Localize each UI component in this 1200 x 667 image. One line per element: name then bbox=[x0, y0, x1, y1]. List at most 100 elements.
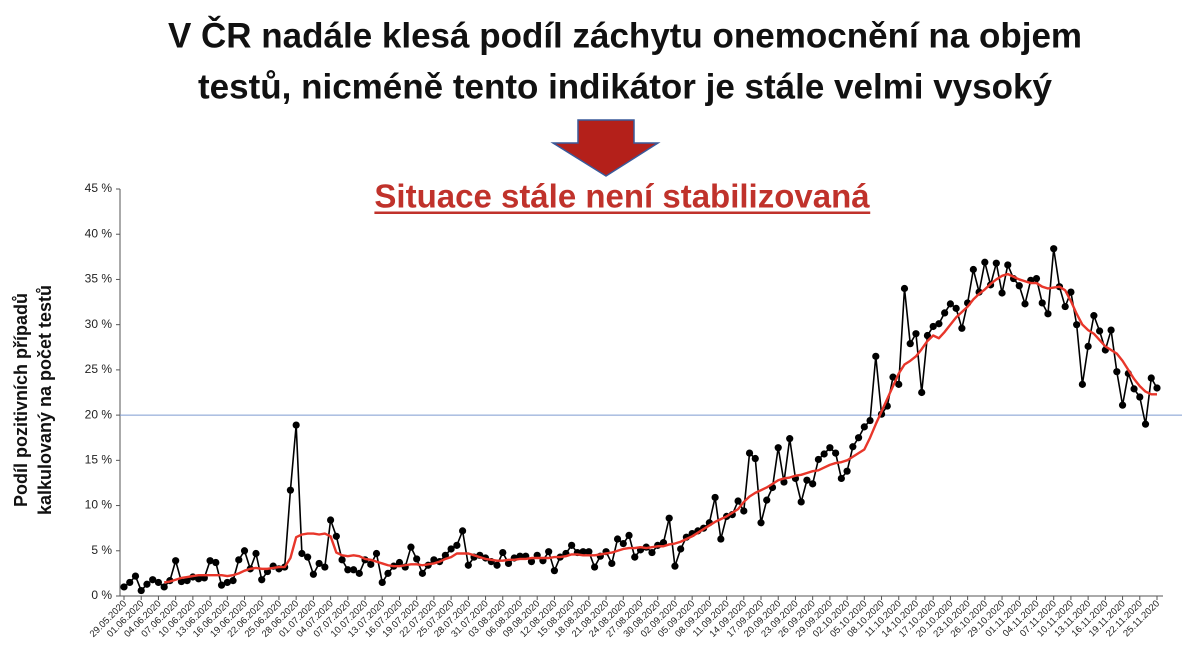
data-point bbox=[378, 578, 386, 587]
data-point bbox=[872, 352, 880, 360]
data-point bbox=[183, 577, 191, 585]
data-point bbox=[1021, 300, 1029, 308]
data-point bbox=[217, 581, 226, 589]
data-point bbox=[918, 388, 926, 397]
data-point bbox=[120, 583, 128, 591]
data-point bbox=[751, 454, 759, 463]
data-point bbox=[619, 539, 627, 548]
data-point bbox=[568, 541, 576, 549]
data-point bbox=[843, 467, 851, 475]
data-point bbox=[355, 569, 363, 577]
data-point bbox=[631, 553, 639, 561]
data-point bbox=[774, 444, 782, 452]
data-point bbox=[349, 566, 358, 574]
data-point bbox=[608, 559, 616, 568]
data-point bbox=[814, 455, 823, 464]
data-point bbox=[309, 570, 317, 578]
data-point bbox=[958, 324, 966, 332]
data-point bbox=[367, 560, 375, 568]
data-point bbox=[826, 444, 834, 452]
data-point bbox=[832, 449, 840, 457]
data-point bbox=[1130, 385, 1138, 393]
data-point bbox=[1107, 326, 1115, 334]
data-point bbox=[384, 569, 392, 577]
y-tick-label: 35 % bbox=[85, 272, 113, 286]
data-point bbox=[464, 561, 472, 569]
data-point bbox=[332, 532, 340, 540]
data-point bbox=[992, 259, 1000, 267]
y-tick-label: 40 % bbox=[85, 226, 113, 240]
data-line bbox=[163, 272, 1157, 584]
data-point bbox=[304, 553, 312, 561]
data-point bbox=[458, 527, 467, 535]
data-point bbox=[235, 556, 243, 564]
y-axis-label: Podíl pozitivních případů bbox=[11, 293, 31, 507]
y-tick-label: 0 % bbox=[91, 588, 112, 602]
data-point bbox=[286, 486, 295, 494]
data-point bbox=[912, 330, 920, 338]
data-point bbox=[126, 578, 134, 587]
data-point bbox=[929, 322, 937, 331]
data-point bbox=[195, 575, 203, 583]
data-point bbox=[734, 497, 742, 505]
data-point bbox=[1050, 245, 1058, 253]
y-tick-label: 45 % bbox=[85, 181, 113, 195]
data-point bbox=[344, 566, 352, 574]
data-point bbox=[1004, 261, 1012, 269]
data-point bbox=[906, 340, 914, 348]
data-point bbox=[258, 576, 266, 584]
data-point bbox=[321, 563, 329, 571]
data-point bbox=[585, 548, 593, 556]
data-point bbox=[900, 284, 909, 293]
data-point bbox=[613, 535, 622, 543]
data-point bbox=[745, 449, 754, 457]
data-point bbox=[1078, 380, 1086, 388]
data-point bbox=[1067, 288, 1075, 296]
data-point bbox=[625, 531, 633, 540]
data-point bbox=[1113, 368, 1121, 376]
data-point bbox=[677, 545, 685, 553]
data-point bbox=[946, 300, 955, 308]
data-point bbox=[665, 514, 673, 522]
data-point bbox=[499, 548, 507, 557]
data-point bbox=[1153, 384, 1161, 392]
data-point bbox=[895, 380, 903, 388]
data-point bbox=[854, 434, 863, 442]
data-line bbox=[123, 247, 1158, 592]
y-tick-label: 5 % bbox=[91, 543, 112, 557]
data-point bbox=[252, 549, 260, 558]
data-point bbox=[131, 572, 140, 580]
y-tick-label: 15 % bbox=[85, 453, 113, 467]
data-point bbox=[837, 474, 845, 483]
data-point bbox=[763, 496, 771, 504]
data-point bbox=[717, 535, 725, 543]
data-point bbox=[372, 549, 381, 558]
data-point bbox=[1038, 299, 1046, 307]
chart-subtitle: Situace stále není stabilizovaná bbox=[374, 178, 870, 215]
data-point bbox=[229, 577, 237, 585]
data-point bbox=[671, 562, 679, 570]
data-point bbox=[969, 265, 977, 274]
data-point bbox=[1032, 274, 1041, 283]
data-point bbox=[338, 556, 346, 564]
data-point bbox=[935, 320, 943, 328]
y-tick-label: 30 % bbox=[85, 317, 113, 331]
data-point bbox=[527, 558, 536, 566]
data-point bbox=[407, 543, 415, 551]
data-point bbox=[1044, 310, 1052, 318]
data-point bbox=[453, 541, 461, 549]
y-axis-label: kalkulovaný na počet testů bbox=[35, 285, 55, 515]
y-tick-label: 20 % bbox=[85, 407, 113, 421]
data-point bbox=[327, 516, 335, 524]
data-point bbox=[952, 304, 960, 312]
data-point bbox=[206, 557, 214, 565]
data-point bbox=[315, 559, 323, 568]
data-point bbox=[240, 547, 249, 555]
data-point bbox=[172, 557, 180, 565]
data-point bbox=[418, 569, 427, 577]
data-point bbox=[160, 583, 168, 591]
data-point bbox=[797, 498, 805, 506]
data-point bbox=[223, 578, 231, 587]
data-point bbox=[1084, 342, 1092, 350]
